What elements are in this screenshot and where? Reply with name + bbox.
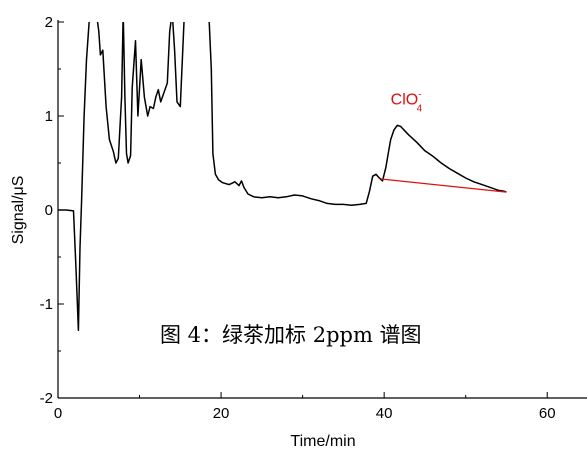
y-tick-label: 2 [45,14,53,31]
axis-ticks: 0 20 40 60 -2 -1 0 1 2 [40,14,556,422]
y-tick-label: 1 [45,108,53,125]
x-tick-label: 0 [54,405,62,422]
series-line-0 [58,22,507,332]
series-layer [58,22,507,332]
baseline-segment [380,178,507,193]
annotation-layer: ClO-4 [380,90,507,193]
y-tick-label: -1 [40,296,53,313]
x-tick-label: 40 [376,405,393,422]
y-axis-label: Signal/μS [10,176,27,245]
y-tick-label: -2 [40,390,53,407]
x-axis-label: Time/min [290,433,355,450]
chart-caption: 图 4：绿茶加标 2ppm 谱图 [160,323,422,347]
x-tick-label: 60 [539,405,556,422]
y-tick-label: 0 [45,202,53,219]
x-tick-label: 20 [213,405,230,422]
plot-frame [57,20,587,399]
peak-label: ClO-4 [391,90,423,115]
